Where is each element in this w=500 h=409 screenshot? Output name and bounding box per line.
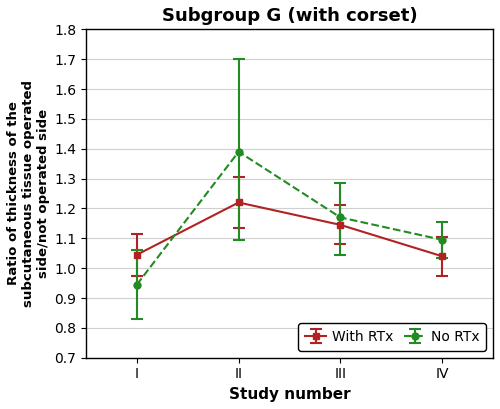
Title: Subgroup G (with corset): Subgroup G (with corset) [162, 7, 418, 25]
Legend: With RTx, No RTx: With RTx, No RTx [298, 323, 486, 351]
Y-axis label: Ratio of thickness of the
subcutaneous tissue operated
side/not operated side: Ratio of thickness of the subcutaneous t… [7, 80, 50, 307]
X-axis label: Study number: Study number [228, 387, 350, 402]
